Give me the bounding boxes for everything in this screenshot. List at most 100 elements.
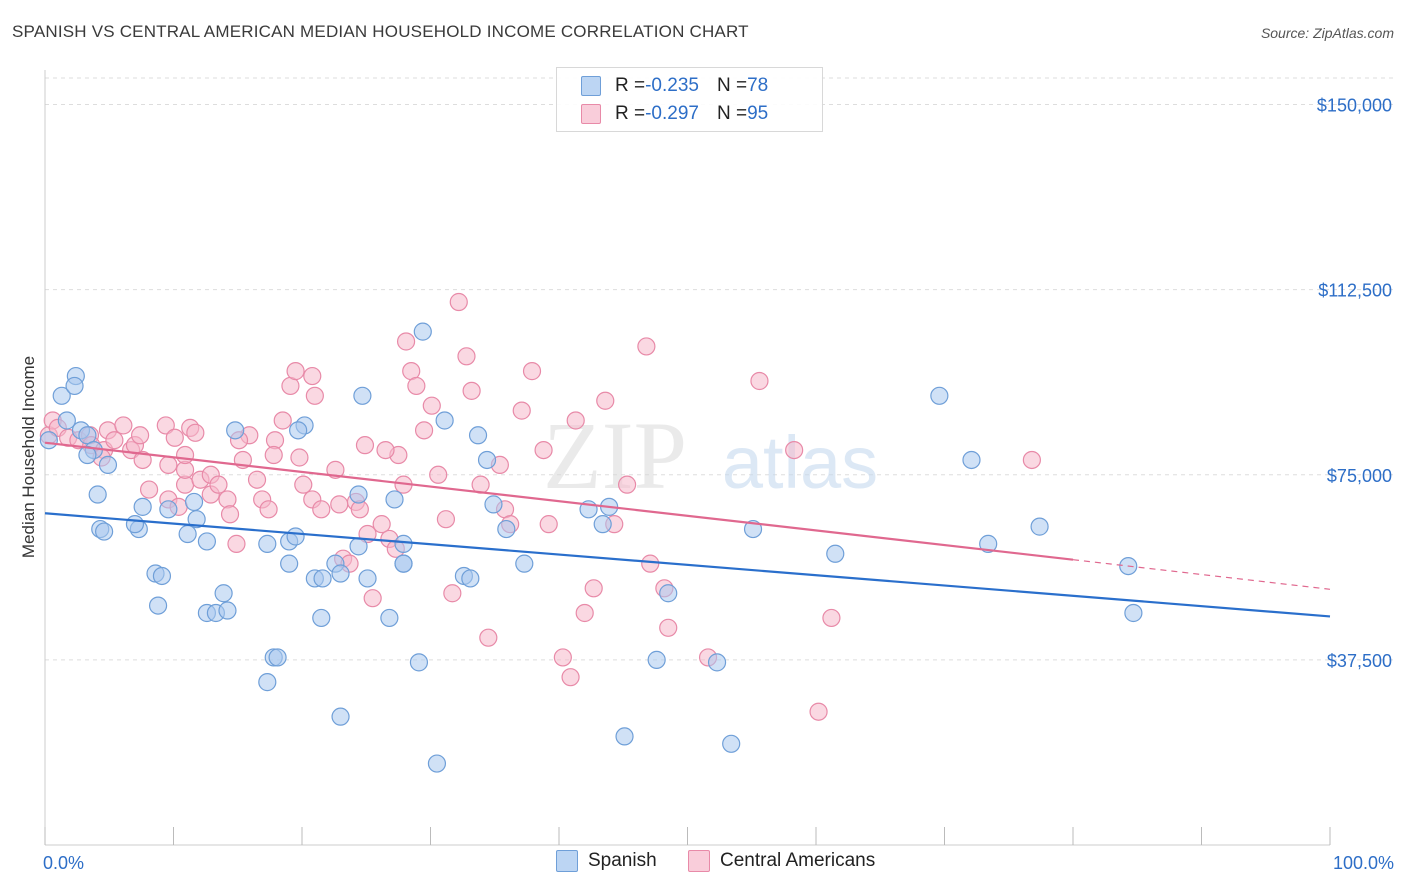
spanish-point — [98, 455, 118, 475]
x-tick-label-max: 100.0% — [1333, 853, 1394, 873]
central-american-point — [822, 608, 841, 628]
watermark: ZIP atlas — [543, 402, 878, 509]
spanish-point — [930, 386, 949, 405]
central-american-point — [159, 455, 178, 475]
spanish-point — [349, 485, 368, 504]
central-american-point — [553, 648, 572, 667]
central-american-point — [259, 500, 278, 519]
spanish-point — [313, 569, 332, 588]
spanish-point — [289, 421, 308, 440]
central-american-point — [133, 450, 152, 470]
bottom-legend-label-spanish: Spanish — [588, 850, 657, 871]
grid-lines — [45, 77, 1395, 661]
central-american-point — [1022, 450, 1041, 470]
central-american-point — [396, 332, 416, 351]
spanish-point — [312, 608, 331, 628]
central-american-point — [247, 470, 267, 489]
central-american-point — [355, 436, 375, 455]
central-american-point — [539, 515, 558, 534]
spanish-point — [979, 534, 998, 553]
central-american-point — [209, 475, 228, 494]
axis-labels: $37,500 $75,000 $112,500 $150,000 0.0% 100.0%… — [19, 96, 1394, 873]
spanish-point — [280, 554, 299, 573]
central-american-point — [290, 448, 309, 467]
spanish-point — [226, 421, 245, 440]
central-american-point — [561, 668, 580, 687]
bottom-legend: Spanish Central Americans — [0, 850, 1406, 878]
x-tick-label-min: 0.0% — [43, 853, 84, 873]
trend-lines — [44, 441, 1331, 618]
spanish-trend-line — [44, 512, 1331, 618]
central-american-point — [372, 515, 391, 534]
central-american-point — [750, 371, 769, 391]
y-axis-title: Median Household Income — [19, 356, 38, 558]
central-american-point — [809, 702, 828, 721]
legend-swatch-spanish — [581, 76, 601, 96]
central-american-point — [175, 445, 195, 465]
central-american-point — [227, 534, 246, 553]
spanish-point — [39, 431, 58, 450]
central-american-point — [294, 475, 313, 494]
central-american-point — [165, 428, 184, 447]
central-american-point — [522, 362, 542, 381]
central-american-point — [443, 584, 462, 603]
spanish-point — [1030, 517, 1049, 536]
bottom-legend-central: Central Americans — [688, 850, 875, 872]
bottom-legend-swatch-spanish — [556, 850, 578, 872]
legend-r-label: R = — [615, 75, 646, 96]
spanish-point — [427, 754, 447, 773]
spanish-point — [435, 411, 454, 430]
legend-r-label: R = — [615, 103, 646, 124]
spanish-point — [125, 515, 145, 534]
spanish-point — [484, 495, 503, 514]
spanish-point — [197, 532, 217, 551]
legend-r-value: -0.297 — [645, 103, 699, 124]
spanish-point — [615, 727, 634, 746]
legend-row-spanish: R = -0.235 N = 78 — [581, 72, 768, 100]
spanish-point — [394, 534, 413, 553]
spanish-point — [497, 519, 516, 539]
central-american-point — [139, 480, 159, 499]
y-tick-label: $75,000 — [1327, 466, 1392, 486]
spanish-point — [95, 522, 114, 541]
central-american-point — [130, 426, 150, 445]
spanish-point — [385, 490, 404, 509]
spanish-point — [353, 386, 372, 405]
spanish-point — [184, 492, 204, 512]
spanish-point — [159, 500, 178, 519]
central-american-point — [566, 411, 585, 430]
central-american-point — [156, 416, 175, 435]
spanish-point — [515, 554, 534, 573]
central-american-point — [305, 386, 324, 405]
spanish-point — [214, 584, 233, 603]
central-american-point — [618, 475, 637, 494]
central-american-point — [584, 579, 603, 598]
central-american-point — [273, 411, 292, 430]
spanish-point — [962, 450, 981, 470]
spanish-point — [52, 386, 71, 405]
central-american-point — [186, 423, 205, 442]
spanish-point — [178, 524, 197, 544]
spanish-point — [707, 653, 727, 672]
spanish-point — [258, 673, 277, 692]
spanish-point — [358, 569, 377, 588]
spanish-point — [461, 569, 480, 588]
spanish-point — [826, 544, 845, 563]
legend: R = -0.235 N = 78 R = -0.297 N = 95 — [556, 67, 823, 132]
central-american-point — [312, 500, 331, 519]
central-american-point — [220, 505, 240, 524]
spanish-point — [413, 322, 432, 341]
axes — [44, 70, 1331, 846]
watermark-zip: ZIP — [543, 402, 687, 509]
spanish-point — [268, 648, 287, 667]
watermark-atlas: atlas — [722, 421, 878, 504]
spanish-point — [331, 564, 350, 583]
central-american-point — [512, 401, 531, 420]
spanish-point — [258, 534, 277, 553]
central-american-point — [114, 416, 133, 435]
spanish-point — [133, 497, 152, 516]
legend-n-value: 95 — [747, 103, 769, 124]
central-american-point — [534, 440, 553, 460]
spanish-point — [331, 707, 350, 726]
central-american-point — [105, 431, 124, 450]
